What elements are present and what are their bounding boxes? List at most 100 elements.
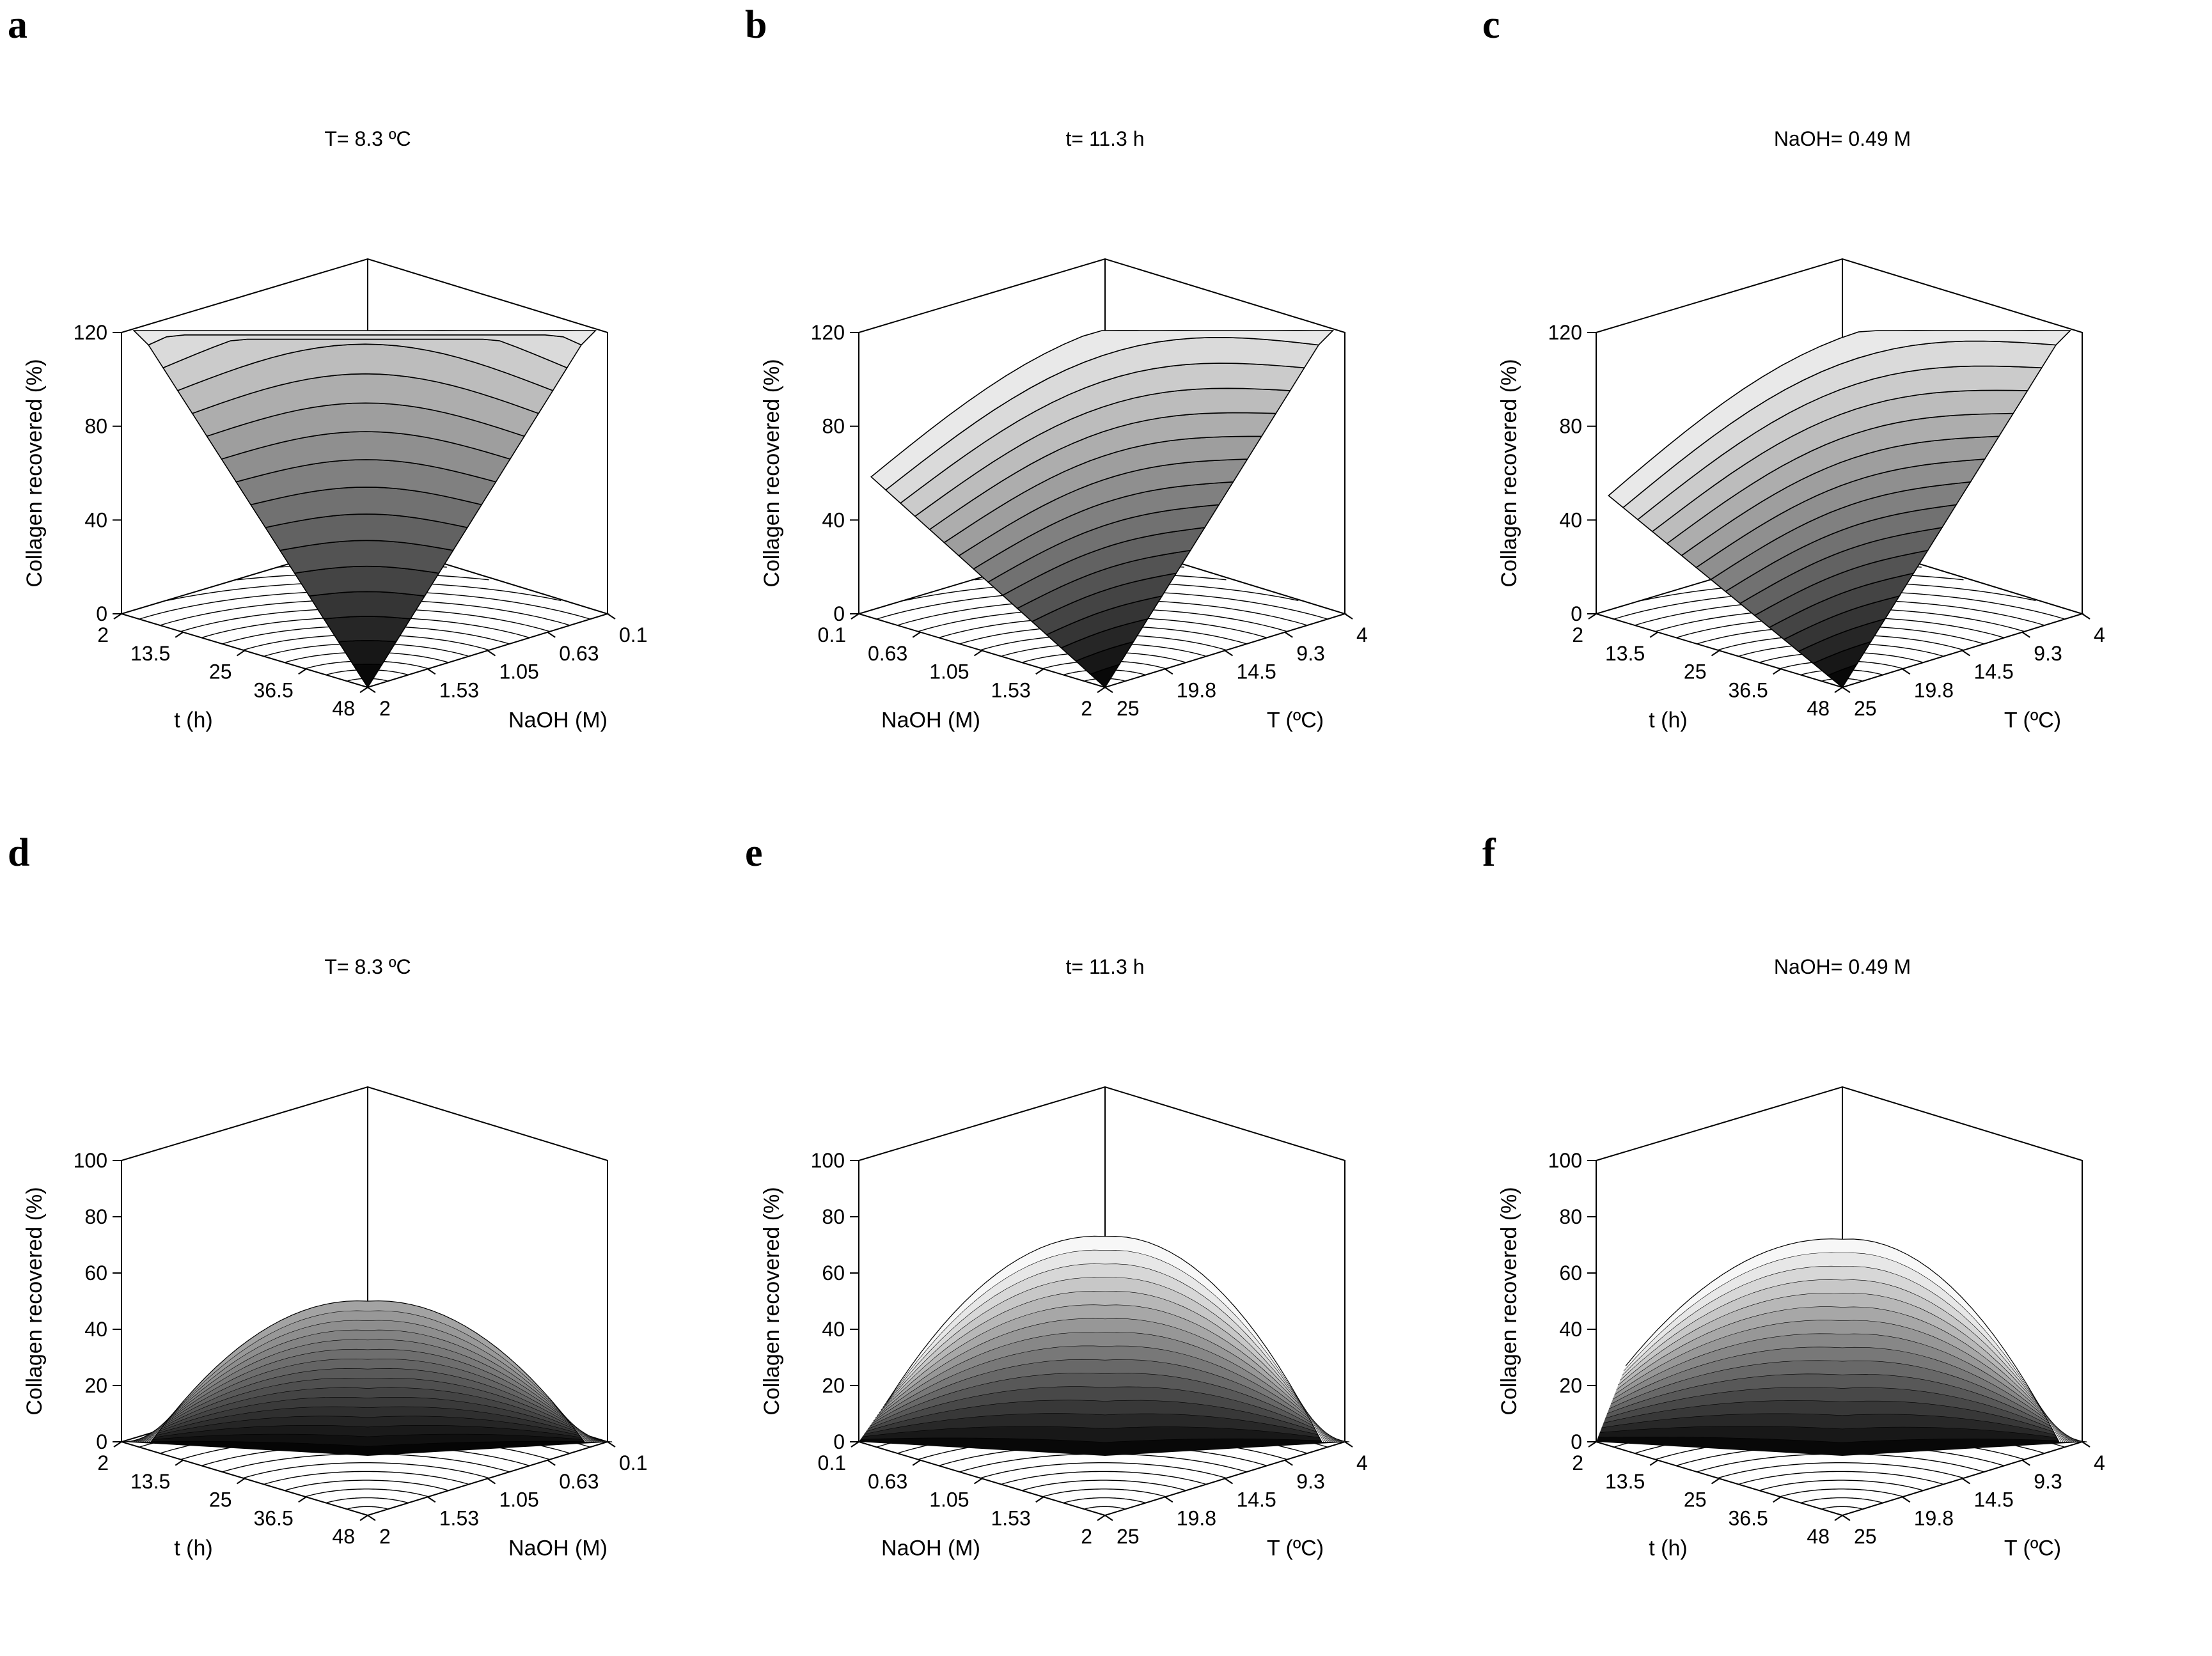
right-axis-tick-label: 1.53: [439, 678, 479, 701]
z-tick-label: 100: [811, 1149, 845, 1172]
z-tick-label: 20: [1559, 1374, 1582, 1397]
left-axis-label: t (h): [174, 708, 212, 733]
surface-plot-a: 0 40 80 120 Collagen recovered (%) 2 13.5 25 36.…: [22, 127, 647, 733]
left-axis-tick-label: 48: [332, 1525, 355, 1548]
floor-contour: [1042, 1488, 1166, 1497]
left-axis-tick-label: 36.5: [1728, 678, 1768, 701]
right-axis-tick-mark: [1961, 650, 1971, 657]
right-axis-tick-label: 2: [379, 1525, 391, 1548]
z-tick-label: 80: [822, 415, 845, 438]
surface-band: [879, 1291, 1331, 1442]
surface-band: [294, 565, 440, 597]
left-axis-tick-label: 25: [1684, 1488, 1707, 1511]
right-axis-tick-mark: [1284, 631, 1293, 638]
right-axis-tick-mark: [2082, 613, 2090, 620]
surface-band: [132, 330, 597, 346]
floor-contour: [1084, 1506, 1126, 1510]
left-axis-tick-label: 2: [1081, 697, 1092, 720]
surface-band: [877, 1304, 1333, 1442]
floor-contour: [980, 1462, 1227, 1479]
left-axis-tick-label: 1.53: [991, 1506, 1030, 1529]
left-axis-tick-mark: [851, 613, 859, 620]
right-axis-tick-label: 0.63: [559, 1470, 599, 1493]
right-axis-tick-label: 0.1: [619, 623, 647, 646]
surface-plot-b: 0 40 80 120 Collagen recovered (%) 0.1 0.63 1.0…: [760, 127, 1368, 733]
left-axis-tick-label: 25: [209, 660, 232, 683]
left-axis-tick-label: 48: [1807, 697, 1830, 720]
right-axis-tick-mark: [1344, 1441, 1353, 1448]
floor-contour: [1800, 1497, 1883, 1504]
left-axis-tick-label: 0.1: [818, 1451, 846, 1474]
surface-contour: [146, 1320, 589, 1442]
left-axis-tick-label: 0.1: [818, 623, 846, 646]
right-axis-tick-mark: [1165, 1496, 1173, 1503]
right-axis-tick-label: 4: [1356, 623, 1368, 646]
left-axis-tick-mark: [1834, 687, 1843, 693]
z-tick-label: 80: [822, 1205, 845, 1228]
right-axis-tick-label: 19.8: [1177, 1506, 1216, 1529]
right-axis-tick-mark: [487, 1478, 496, 1485]
surface-band: [870, 330, 1335, 491]
left-axis-tick-mark: [912, 631, 921, 638]
left-axis-tick-label: 48: [332, 697, 355, 720]
left-axis-label: t (h): [174, 1536, 212, 1561]
panel-f: f 0 20 40 60 80 100 Collagen recovered (%) 2 13.…: [1475, 828, 2212, 1656]
surface-band: [882, 1263, 1328, 1442]
right-axis-label: T (ºC): [1267, 708, 1324, 733]
surface-contour: [134, 1387, 602, 1442]
left-axis-tick-label: 36.5: [253, 678, 293, 701]
surface-band: [1616, 1293, 2069, 1442]
surface-band: [139, 1348, 596, 1442]
left-axis-tick-mark: [851, 1441, 859, 1448]
floor-contour: [242, 1462, 489, 1479]
left-axis-label: t (h): [1649, 708, 1687, 733]
surface-band: [323, 616, 412, 643]
z-tick-label: 0: [96, 1430, 107, 1453]
floor-contour: [1759, 1480, 1924, 1491]
left-axis-label: NaOH (M): [881, 1536, 980, 1561]
right-axis-tick-mark: [427, 668, 436, 675]
floor-contour: [326, 1497, 409, 1504]
surface-band: [872, 1345, 1338, 1442]
z-tick-label: 40: [84, 1318, 107, 1341]
panel-label: d: [8, 831, 30, 875]
surface-band: [1614, 1306, 2071, 1442]
left-axis-tick-mark: [298, 668, 307, 675]
surface-band: [134, 1378, 601, 1442]
surface-band: [1620, 1265, 2065, 1442]
panel-label: c: [1482, 3, 1500, 47]
right-axis-label: NaOH (M): [508, 708, 608, 733]
right-axis-tick-mark: [1224, 650, 1234, 657]
right-axis-tick-mark: [1165, 668, 1173, 675]
right-axis-tick-mark: [1344, 613, 1353, 620]
left-axis-tick-label: 2: [97, 623, 109, 646]
z-tick-label: 100: [74, 1149, 107, 1172]
left-axis-tick-mark: [1588, 1441, 1597, 1448]
z-tick-label: 120: [811, 321, 845, 344]
right-axis-tick-mark: [1842, 687, 1851, 693]
floor-contour: [1021, 1480, 1186, 1491]
surface-band: [1609, 1347, 2076, 1442]
left-axis-tick-label: 2: [1081, 1525, 1092, 1548]
right-axis-tick-mark: [487, 650, 496, 657]
surface-band: [1624, 1238, 2061, 1442]
right-axis-tick-mark: [2021, 631, 2030, 638]
left-axis-tick-label: 2: [97, 1451, 109, 1474]
panel-b: b 0 40 80 120 Collagen recovered (%) 0.1 0.63 1…: [737, 0, 1475, 828]
right-axis-tick-mark: [2021, 1459, 2030, 1466]
z-tick-label: 40: [1559, 508, 1582, 531]
plot-title: NaOH= 0.49 M: [1774, 127, 1911, 150]
surface-plot-c: 0 40 80 120 Collagen recovered (%) 2 13.5 25 36.…: [1497, 127, 2105, 733]
right-axis-tick-mark: [1104, 687, 1113, 693]
left-axis-tick-mark: [1035, 668, 1044, 675]
floor-contour: [1063, 1497, 1146, 1504]
right-axis-tick-mark: [607, 613, 616, 620]
left-axis-tick-label: 0.63: [868, 642, 907, 665]
z-tick-label: 100: [1548, 1149, 1582, 1172]
surface-band: [862, 1413, 1348, 1442]
z-axis-label: Collagen recovered (%): [1497, 359, 1521, 587]
left-axis-tick-mark: [973, 1478, 983, 1485]
right-axis-tick-label: 4: [2094, 623, 2105, 646]
z-tick-label: 20: [822, 1374, 845, 1397]
left-axis-tick-mark: [113, 613, 122, 620]
